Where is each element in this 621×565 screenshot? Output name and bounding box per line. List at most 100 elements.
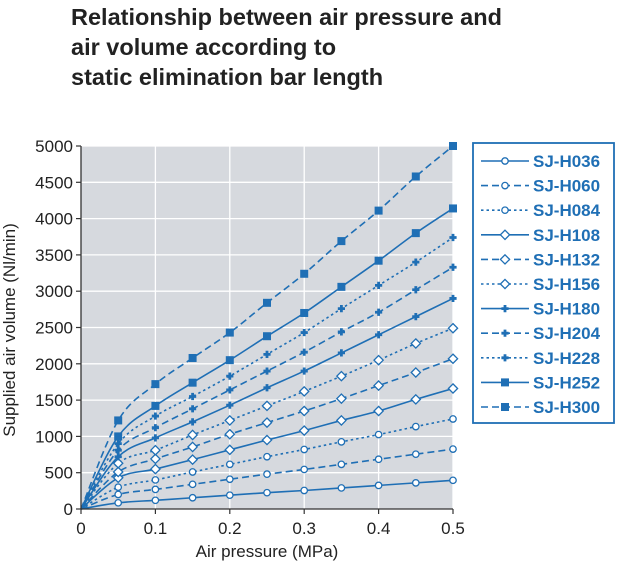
data-point-sj-h252 bbox=[374, 256, 383, 265]
y-tick-label: 3000 bbox=[35, 282, 73, 301]
legend-marker bbox=[499, 253, 511, 265]
legend-label: SJ-H132 bbox=[533, 250, 600, 269]
data-point-sj-h300 bbox=[225, 328, 234, 337]
data-point-sj-h204 bbox=[151, 424, 159, 432]
data-point-sj-h036 bbox=[411, 479, 420, 487]
data-point-sj-h132 bbox=[112, 466, 124, 478]
series-sj-h228 bbox=[80, 233, 457, 510]
data-point-sj-h156 bbox=[149, 444, 161, 456]
data-point-sj-h108 bbox=[112, 472, 124, 484]
data-point-sj-h132 bbox=[261, 417, 273, 429]
legend-item-sj-h036: SJ-H036 bbox=[481, 152, 600, 171]
data-point-sj-h060 bbox=[225, 475, 234, 484]
data-point-sj-h084 bbox=[114, 483, 123, 492]
legend-item-sj-h228: SJ-H228 bbox=[481, 349, 600, 368]
data-point-sj-h132 bbox=[373, 380, 385, 392]
data-point-sj-h180 bbox=[151, 434, 159, 442]
data-point-sj-h108 bbox=[149, 463, 161, 475]
data-point-sj-h252 bbox=[411, 229, 420, 238]
data-point-sj-h228 bbox=[151, 412, 159, 420]
data-point-sj-h060 bbox=[263, 470, 271, 479]
legend-item-sj-h132: SJ-H132 bbox=[481, 250, 600, 269]
legend-item-sj-h300: SJ-H300 bbox=[481, 398, 600, 417]
x-tick-label: 0.2 bbox=[218, 519, 242, 538]
legend-item-sj-h204: SJ-H204 bbox=[481, 324, 601, 343]
data-point-sj-h156 bbox=[187, 429, 199, 441]
data-point-sj-h300 bbox=[263, 298, 271, 307]
data-point-sj-h252 bbox=[337, 282, 346, 291]
legend-marker bbox=[499, 229, 511, 241]
data-point-sj-h060 bbox=[337, 460, 346, 469]
y-tick-label: 4000 bbox=[35, 210, 73, 229]
data-point-sj-h132 bbox=[335, 393, 347, 405]
y-tick-label: 2000 bbox=[35, 355, 73, 374]
chart-title-line-2: air volume according to bbox=[71, 34, 337, 60]
data-point-sj-h060 bbox=[300, 465, 309, 474]
data-point-sj-h180 bbox=[375, 331, 383, 339]
data-point-sj-h108 bbox=[261, 434, 273, 446]
legend-marker bbox=[501, 403, 509, 411]
data-point-sj-h252 bbox=[151, 401, 160, 410]
series-sj-h060 bbox=[80, 445, 457, 510]
data-point-sj-h204 bbox=[263, 367, 271, 375]
series-sj-h300 bbox=[80, 142, 457, 510]
legend-label: SJ-H060 bbox=[533, 177, 600, 196]
data-point-sj-h084 bbox=[188, 468, 197, 476]
data-point-sj-h036 bbox=[449, 476, 457, 485]
legend-marker bbox=[501, 206, 509, 215]
data-point-sj-h180 bbox=[412, 313, 420, 321]
data-point-sj-h300 bbox=[374, 206, 383, 215]
data-point-sj-h204 bbox=[189, 405, 197, 413]
legend-item-sj-h060: SJ-H060 bbox=[481, 177, 600, 196]
legend-marker bbox=[501, 378, 509, 387]
series-line-sj-h084 bbox=[80, 418, 454, 510]
legend-item-sj-h084: SJ-H084 bbox=[481, 201, 601, 220]
data-point-sj-h108 bbox=[187, 454, 199, 466]
data-point-sj-h252 bbox=[263, 332, 271, 341]
data-point-sj-h108 bbox=[298, 425, 310, 437]
data-point-sj-h228 bbox=[412, 258, 420, 266]
data-point-sj-h132 bbox=[298, 405, 310, 417]
legend-label: SJ-H036 bbox=[533, 152, 600, 171]
data-point-sj-h060 bbox=[188, 480, 197, 489]
data-point-sj-h036 bbox=[151, 496, 160, 505]
legend: SJ-H036 SJ-H060 SJ-H084 SJ-H108 SJ-H132 SJ-H1… bbox=[472, 142, 615, 424]
legend-marker bbox=[501, 157, 509, 165]
legend-marker bbox=[499, 278, 511, 290]
y-tick-label: 500 bbox=[45, 464, 73, 483]
data-point-sj-h228 bbox=[189, 392, 197, 401]
legend-marker bbox=[501, 329, 509, 337]
series-sj-h156 bbox=[80, 322, 459, 510]
data-point-sj-h036 bbox=[374, 481, 383, 490]
legend-label: SJ-H204 bbox=[533, 324, 601, 343]
data-point-sj-h132 bbox=[149, 453, 161, 465]
series-sj-h180 bbox=[80, 294, 457, 510]
y-tick-label: 4500 bbox=[35, 173, 73, 192]
data-point-sj-h204 bbox=[412, 286, 420, 294]
legend-item-sj-h180: SJ-H180 bbox=[481, 300, 600, 319]
data-point-sj-h204 bbox=[114, 446, 122, 454]
data-point-sj-h228 bbox=[226, 372, 234, 380]
legend-label: SJ-H108 bbox=[533, 226, 600, 245]
legend-label: SJ-H084 bbox=[533, 201, 601, 220]
data-point-sj-h204 bbox=[449, 263, 457, 271]
data-point-sj-h060 bbox=[374, 455, 383, 464]
series-sj-h204 bbox=[80, 263, 457, 510]
data-point-sj-h204 bbox=[226, 386, 234, 394]
data-point-sj-h156 bbox=[335, 370, 347, 382]
data-point-sj-h228 bbox=[300, 328, 308, 337]
data-point-sj-h060 bbox=[114, 490, 123, 499]
data-point-sj-h156 bbox=[447, 322, 459, 334]
series-sj-h036 bbox=[80, 476, 457, 510]
axis-group: 0 0.1 0.2 0.3 0.4 0.5 0 500 1000 1500 2000 2500 3000… bbox=[35, 137, 465, 538]
y-axis-label: Supplied air volume (Nl/min) bbox=[0, 223, 19, 437]
y-tick-label: 2500 bbox=[35, 319, 73, 338]
y-tick-label: 0 bbox=[64, 500, 73, 519]
data-point-sj-h084 bbox=[337, 437, 346, 446]
x-tick-label: 0.4 bbox=[367, 519, 391, 538]
x-axis-label: Air pressure (MPa) bbox=[196, 542, 339, 561]
data-point-sj-h084 bbox=[374, 430, 383, 439]
data-point-sj-h204 bbox=[375, 308, 383, 316]
data-point-sj-h036 bbox=[263, 488, 271, 497]
